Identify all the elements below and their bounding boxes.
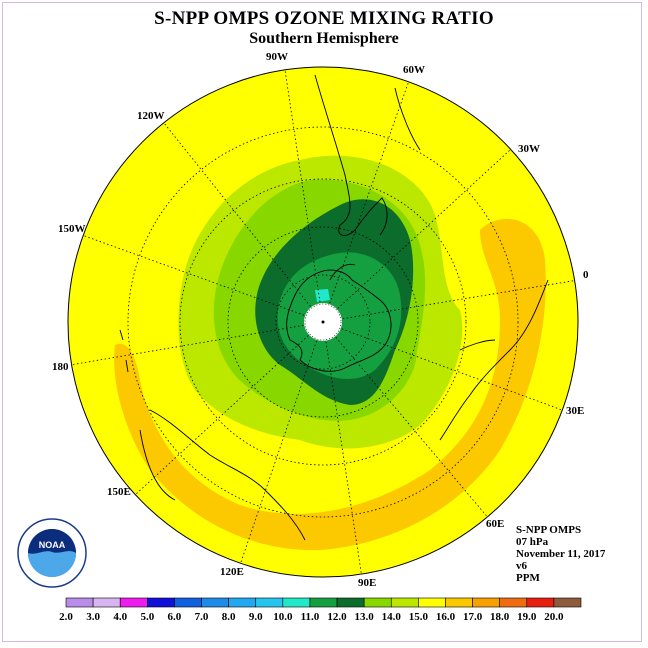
colorbar-tick-label: 14.0	[382, 611, 402, 623]
colorbar-swatch	[282, 597, 311, 608]
colorbar-tick-label: 19.0	[517, 611, 537, 623]
meridians	[69, 69, 578, 577]
globe-outline	[67, 66, 579, 578]
lon-label-120w: 120W	[137, 110, 165, 122]
lon-label-30e: 30E	[566, 405, 584, 417]
lon-label-0: 0	[583, 269, 589, 281]
lon-label-60e: 60E	[486, 518, 504, 530]
colorbar-tick-label: 5.0	[140, 611, 154, 623]
colorbar-tick-label: 6.0	[168, 611, 182, 623]
colorbar-tick-label: 12.0	[327, 611, 347, 623]
colorbar-tick-label: 2.0	[59, 611, 73, 623]
figure-frame	[2, 2, 642, 642]
lon-label-150w: 150W	[58, 223, 86, 235]
colorbar-tick-label: 11.0	[301, 611, 320, 623]
longitude-labels: 90W 60W 30W 0 30E 60E 90E 120E 150E 180 …	[52, 51, 589, 589]
colorbar-swatch	[228, 597, 257, 608]
colorbar-tick-label: 4.0	[113, 611, 127, 623]
coastlines	[119, 74, 549, 541]
colorbar-swatch	[472, 597, 500, 608]
colorbar-tick-label: 8.0	[222, 611, 236, 623]
colorbar-swatch	[309, 597, 338, 608]
info-block: S-NPP OMPS 07 hPa November 11, 2017 v6 P…	[516, 524, 605, 584]
map-title: S-NPP OMPS OZONE MIXING RATIO	[154, 8, 494, 29]
lon-label-90w: 90W	[266, 51, 288, 63]
colorbar-tick-label: 20.0	[544, 611, 564, 623]
colorbar-tick-label: 13.0	[355, 611, 375, 623]
lon-label-30w: 30W	[518, 143, 540, 155]
colorbar-tick-label: 10.0	[273, 611, 293, 623]
lon-label-120e: 120E	[220, 566, 244, 578]
colorbar-tick-label: 3.0	[86, 611, 100, 623]
info-instrument: S-NPP OMPS	[516, 524, 582, 536]
lon-label-90e: 90E	[358, 577, 376, 589]
colorbar-swatch	[147, 597, 175, 608]
colorbar-swatch	[174, 597, 202, 608]
field-band-10	[315, 289, 330, 302]
colorbar-swatch	[119, 597, 148, 608]
map-subtitle: Southern Hemisphere	[249, 30, 399, 47]
colorbar-swatch	[553, 597, 582, 608]
colorbar-swatch	[445, 597, 473, 608]
field-band-15-16-east	[114, 218, 546, 551]
colorbar-swatch	[390, 597, 419, 608]
noaa-logo: NOAA	[17, 518, 87, 588]
info-date: November 11, 2017	[516, 548, 606, 560]
colorbar-tick-label: 16.0	[436, 611, 456, 623]
colorbar-swatch	[418, 597, 446, 608]
colorbar-swatch	[363, 597, 392, 608]
colorbar: 2.0 3.0 4.0 5.0 6.0 7.0 8.0 9.0 10.0 11.0 12.0 13.0…	[59, 597, 582, 623]
info-units: PPM	[516, 572, 540, 584]
info-version: v6	[516, 560, 527, 572]
colorbar-swatch	[92, 597, 121, 608]
lon-label-150e: 150E	[107, 486, 131, 498]
colorbar-swatch	[65, 597, 94, 608]
colorbar-tick-label: 9.0	[249, 611, 263, 623]
colorbar-swatch	[201, 597, 229, 608]
colorbar-swatch	[526, 597, 555, 608]
logo-text: NOAA	[39, 540, 66, 550]
colorbar-swatch	[499, 597, 528, 608]
colorbar-tick-label: 18.0	[490, 611, 510, 623]
lon-label-60w: 60W	[403, 64, 425, 76]
colorbar-swatch	[255, 597, 284, 608]
colorbar-tick-label: 17.0	[463, 611, 483, 623]
lon-label-180: 180	[52, 361, 69, 373]
colorbar-tick-label: 15.0	[409, 611, 429, 623]
info-level: 07 hPa	[516, 536, 549, 548]
latitude-circles	[127, 126, 519, 518]
colorbar-swatch	[336, 597, 365, 608]
colorbar-tick-label: 7.0	[195, 611, 209, 623]
